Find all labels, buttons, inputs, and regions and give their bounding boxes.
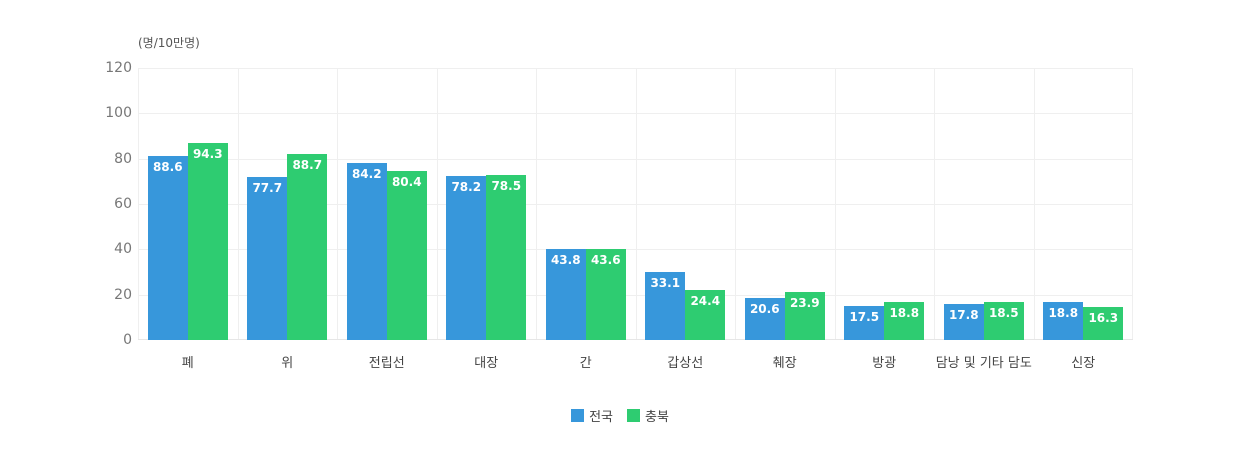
bar-value-label: 33.1: [650, 276, 681, 290]
bar-value-label: 18.8: [889, 305, 920, 320]
bar-value-label: 18.5: [988, 305, 1019, 320]
x-category-label: 담낭 및 기타 담도: [935, 356, 1032, 371]
bar-value-label: 94.3: [192, 146, 223, 161]
bar-national[interactable]: 88.6: [147, 155, 188, 340]
bar-national[interactable]: 43.8: [545, 248, 586, 340]
bar-value-label: 84.2: [351, 167, 382, 182]
x-category-label: 전립선: [368, 356, 405, 371]
y-tick-label: 80: [114, 150, 132, 167]
bar-national[interactable]: 18.8: [1043, 301, 1084, 340]
bar-chungbuk[interactable]: 18.5: [983, 301, 1024, 340]
legend-label: 전국: [589, 410, 613, 425]
bar-national[interactable]: 20.6: [744, 298, 785, 340]
gridline-vertical: [735, 68, 736, 340]
legend-swatch-icon: [571, 409, 585, 422]
bar-value-label: 88.7: [292, 158, 323, 173]
gridline-vertical: [237, 68, 239, 340]
bar-chungbuk[interactable]: 16.3: [1083, 306, 1124, 340]
bar-value-label: 18.8: [1048, 305, 1079, 320]
bar-chungbuk[interactable]: 23.9: [784, 291, 825, 340]
x-category-label: 위: [281, 356, 294, 371]
plot-area: 88.6 94.3 77.7 88.7 84.2 80.4 78.2 78.5 43.8 43.6…: [138, 68, 1133, 340]
bar-national[interactable]: 17.5: [844, 306, 885, 340]
bar-value-label: 17.8: [948, 307, 979, 322]
bar-value-label: 17.5: [849, 310, 880, 324]
gridline-vertical: [436, 68, 438, 340]
legend-item-national[interactable]: 전국: [571, 406, 613, 425]
y-tick-label: 0: [123, 332, 132, 348]
bar-value-label: 80.4: [391, 175, 422, 190]
x-category-label: 신장: [1071, 356, 1096, 371]
bar-national[interactable]: 17.8: [943, 303, 984, 340]
x-category-label: 폐: [181, 356, 194, 371]
bar-value-label: 20.6: [749, 302, 780, 317]
x-axis-line: [138, 339, 1133, 340]
bar-chungbuk[interactable]: 78.5: [486, 175, 527, 340]
bar-national[interactable]: 77.7: [247, 177, 288, 340]
y-tick-label: 20: [114, 286, 132, 303]
bar-chungbuk[interactable]: 24.4: [685, 289, 726, 340]
y-tick-label: 120: [105, 60, 132, 76]
x-category-label: 췌장: [772, 356, 797, 371]
legend: 전국 충북: [0, 406, 1240, 425]
y-tick-label: 100: [105, 105, 132, 122]
bar-chungbuk[interactable]: 18.8: [884, 301, 925, 340]
y-tick-label: 60: [114, 196, 132, 212]
gridline-vertical: [337, 68, 338, 340]
bar-chungbuk[interactable]: 43.6: [585, 248, 626, 340]
bar-chungbuk[interactable]: 80.4: [386, 171, 427, 340]
x-category-label: 간: [579, 356, 592, 371]
gridline-vertical: [834, 68, 836, 340]
bar-value-label: 16.3: [1088, 310, 1119, 325]
bar-value-label: 88.6: [152, 159, 183, 174]
x-category-label: 방광: [872, 356, 897, 371]
bar-value-label: 24.4: [690, 293, 721, 308]
bar-value-label: 43.6: [590, 252, 621, 267]
legend-label: 충북: [645, 410, 669, 425]
bar-value-label: 23.9: [789, 295, 820, 310]
legend-item-chungbuk[interactable]: 충북: [627, 406, 669, 425]
bar-value-label: 78.5: [491, 179, 522, 193]
gridline-vertical: [138, 68, 139, 340]
gridline-vertical: [934, 68, 935, 340]
legend-swatch-icon: [627, 409, 640, 422]
bar-value-label: 78.2: [451, 180, 482, 195]
bar-value-label: 77.7: [252, 181, 283, 196]
gridline-vertical: [536, 68, 537, 340]
y-tick-label: 40: [114, 241, 132, 258]
y-axis-unit-label: (명/10만명): [138, 36, 200, 50]
gridline-vertical: [1132, 68, 1133, 340]
x-category-label: 갑상선: [667, 356, 704, 371]
bar-national[interactable]: 84.2: [346, 163, 387, 340]
bar-national[interactable]: 33.1: [645, 272, 686, 340]
bar-chungbuk[interactable]: 94.3: [187, 142, 228, 340]
bar-value-label: 43.8: [550, 252, 581, 267]
bar-national[interactable]: 78.2: [446, 176, 487, 340]
bar-chungbuk[interactable]: 88.7: [287, 154, 328, 340]
gridline-vertical: [1033, 68, 1035, 340]
gridline-vertical: [635, 68, 637, 340]
x-category-label: 대장: [474, 356, 499, 371]
